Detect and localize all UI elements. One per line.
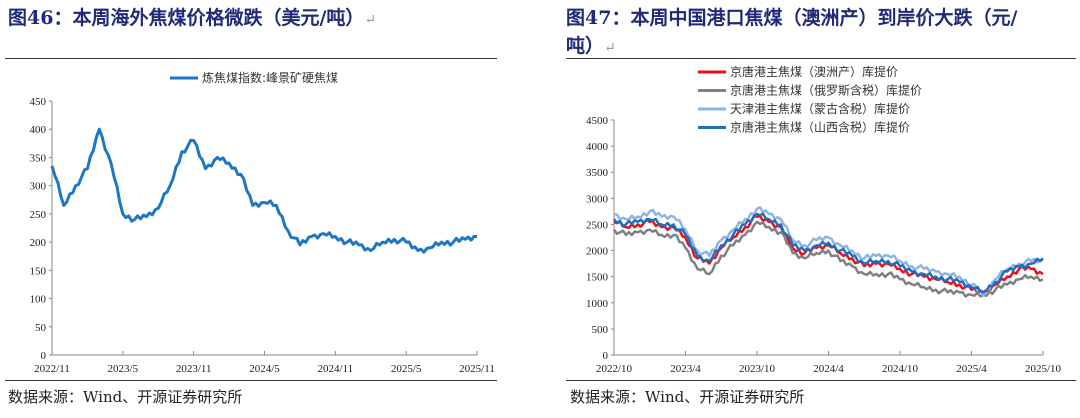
x-tick-label: 2022/10 [596, 363, 633, 375]
legend-label-3: 京唐港主焦煤（山西含税）库提价 [730, 120, 910, 135]
x-tick-label: 2024/4 [813, 363, 844, 375]
series-line-0 [50, 127, 478, 254]
right-source: 数据来源：Wind、开源证券研究所 [570, 388, 805, 406]
y-tick-label: 0 [603, 350, 609, 362]
x-tick-label: 2023/10 [739, 363, 776, 375]
left-top-rule [5, 58, 497, 59]
x-tick-label: 2025/10 [1025, 363, 1062, 375]
y-tick-label: 2000 [586, 246, 609, 258]
y-tick-label: 3000 [586, 193, 609, 205]
y-tick-label: 450 [30, 96, 47, 108]
legend-label-2: 天津港主焦煤（蒙古含税）库提价 [730, 101, 910, 116]
y-tick-label: 4500 [586, 115, 609, 127]
legend-label-0: 炼焦煤指数:峰景矿硬焦煤 [202, 70, 338, 85]
y-tick-label: 400 [30, 124, 47, 136]
right-top-rule [566, 58, 1076, 59]
left-chart-title: 图46：本周海外焦煤价格微跌（美元/吨）↵ [8, 7, 377, 29]
x-tick-label: 2023/4 [670, 363, 701, 375]
y-tick-label: 2500 [586, 219, 609, 231]
x-tick-label: 2022/11 [34, 363, 70, 375]
y-tick-label: 100 [30, 294, 47, 306]
x-tick-label: 2024/5 [249, 363, 280, 375]
y-tick-label: 250 [30, 209, 47, 221]
y-tick-label: 4000 [586, 141, 609, 153]
x-tick-label: 2023/5 [108, 363, 139, 375]
series-line-0 [613, 214, 1044, 294]
left-bottom-rule [5, 380, 497, 381]
y-tick-label: 300 [30, 181, 47, 193]
y-tick-label: 3500 [586, 167, 609, 179]
series-line-3 [613, 212, 1044, 294]
y-tick-label: 350 [30, 152, 47, 164]
y-tick-label: 150 [30, 265, 47, 277]
x-tick-label: 2025/5 [391, 363, 422, 375]
x-tick-label: 2024/11 [318, 363, 354, 375]
x-tick-label: 2024/10 [882, 363, 919, 375]
x-tick-label: 2025/11 [459, 363, 495, 375]
x-tick-label: 2025/4 [956, 363, 987, 375]
y-tick-label: 200 [30, 237, 47, 249]
series-line-2 [613, 206, 1044, 297]
series-line-1 [612, 220, 1044, 298]
y-tick-label: 50 [35, 322, 47, 334]
y-tick-label: 500 [592, 324, 609, 336]
legend-label-0: 京唐港主焦煤（澳洲产）库提价 [730, 64, 898, 79]
left-source: 数据来源：Wind、开源证券研究所 [8, 388, 243, 406]
y-tick-label: 1500 [586, 272, 609, 284]
legend-label-1: 京唐港主焦煤（俄罗斯含税）库提价 [730, 83, 922, 98]
x-tick-label: 2023/11 [176, 363, 212, 375]
right-chart-title: 图47：本周中国港口焦煤（澳洲产）到岸价大跌（元/吨）↵ [566, 7, 1018, 57]
y-tick-label: 0 [41, 350, 47, 362]
right-bottom-rule [566, 380, 1076, 381]
y-tick-label: 1000 [586, 298, 609, 310]
